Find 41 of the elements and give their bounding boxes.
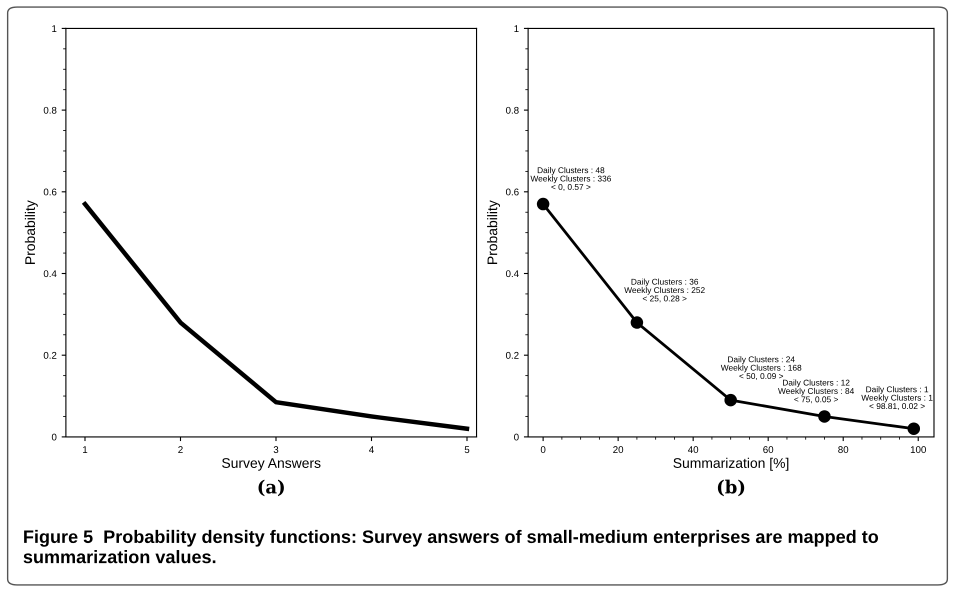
y-tick-label: 0.2 (44, 352, 56, 359)
point (908, 422, 920, 435)
annotation: Daily Clusters : 1 Weekly Clusters : 1 < 98.81, 0.02 > (861, 386, 933, 410)
x-tick-label: 2 (178, 446, 183, 453)
x-axis-title: Survey Answers (222, 458, 321, 471)
y-tick-label: 0 (514, 434, 519, 441)
x-tick-label: 0 (540, 446, 546, 454)
x-tick-label: 100 (910, 446, 926, 454)
x-tick-label: 60 (763, 446, 774, 454)
y-tick-label: 0.2 (506, 352, 519, 359)
y-tick-label: 0.6 (44, 188, 56, 196)
text: (a) (258, 480, 284, 496)
x-axis-title: Summarization [%] (673, 458, 788, 471)
annotation: Daily Clusters : 24 Weekly Clusters : 168 < 50, 0.09 > (720, 356, 802, 380)
x-tick-label: 5 (464, 446, 470, 454)
x-tick-label: 80 (838, 446, 848, 454)
x-tick-label: 20 (613, 446, 624, 454)
point (536, 198, 550, 210)
x-tick-label: 1 (83, 446, 88, 453)
y-tick-label: 0 (52, 434, 56, 441)
x-tick-label: 40 (688, 446, 698, 454)
point (724, 394, 737, 406)
x-tick-label: 3 (274, 446, 278, 454)
y-axis-title: Probability (24, 200, 38, 264)
line-series (82, 202, 470, 431)
point (818, 410, 831, 423)
annotation: Daily Clusters : 12 Weekly Clusters : 84 < 75, 0.05 > (778, 379, 854, 404)
annotation: Daily Clusters : 36 Weekly Clusters : 252 < 25, 0.28 > (624, 278, 705, 302)
point (630, 316, 644, 329)
x-tick-label: 4 (369, 446, 374, 453)
y-tick-label: 1 (514, 25, 519, 32)
y-axis-title: Probability (487, 200, 500, 264)
y-tick-label: 0.8 (506, 106, 519, 114)
y-tick-label: 0.8 (44, 106, 56, 114)
text: (b) (718, 480, 744, 496)
y-tick-label: 0.4 (506, 270, 519, 278)
y-tick-label: 0.4 (44, 270, 57, 278)
annotation: Daily Clusters : 48 Weekly Clusters : 336 < 0, 0.57 > (530, 167, 611, 191)
y-tick-label: 0.6 (506, 188, 519, 196)
y-tick-label: 1 (52, 25, 56, 32)
caption: Figure 5 Probability density functions: Survey answers of small-medium enterprises are mapped to summarization values. (24, 530, 878, 564)
